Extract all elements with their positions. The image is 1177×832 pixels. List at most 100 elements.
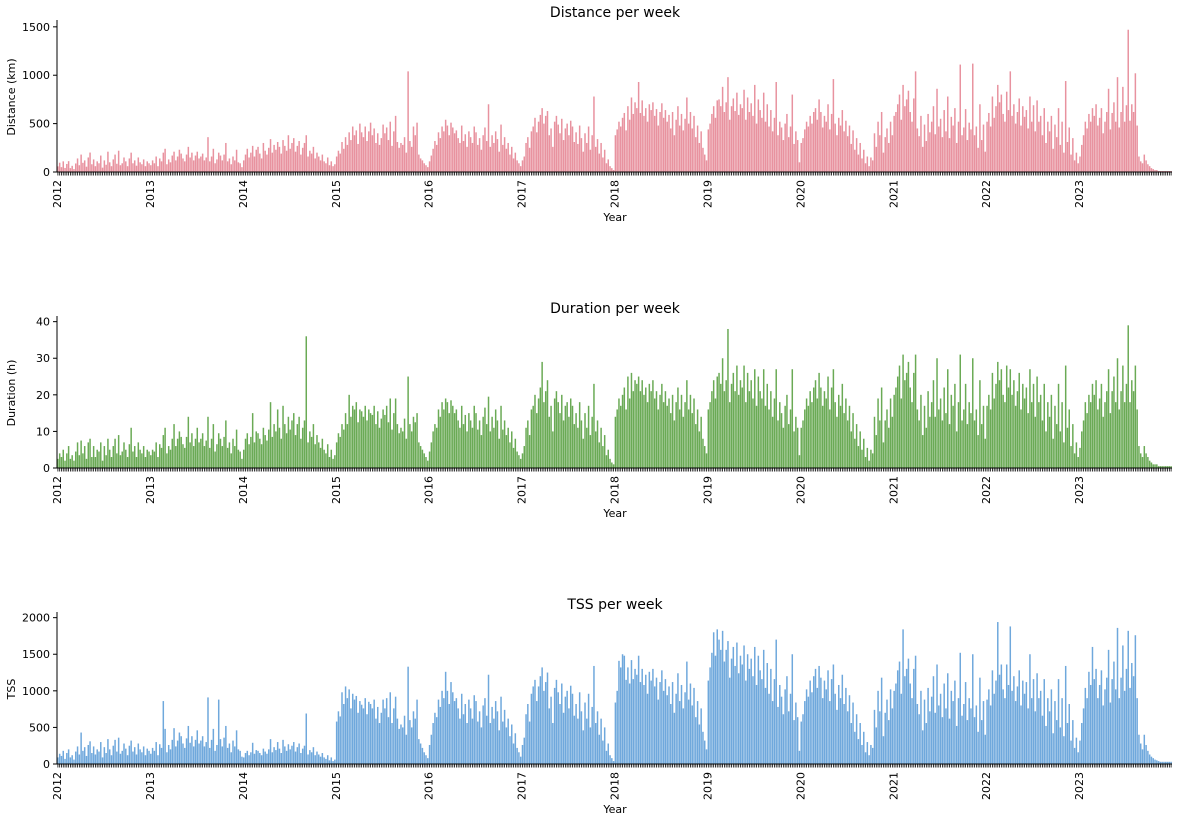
- bar: [214, 163, 216, 172]
- bar: [689, 683, 692, 764]
- bar: [112, 446, 115, 468]
- bar: [334, 759, 336, 764]
- y-axis-label: TSS: [5, 679, 18, 701]
- bar: [802, 138, 804, 172]
- bar: [787, 137, 790, 172]
- bar: [1013, 676, 1015, 764]
- bar: [636, 108, 638, 172]
- bar: [798, 162, 801, 172]
- bar: [214, 451, 216, 468]
- bar: [1072, 720, 1074, 764]
- bar: [1100, 670, 1103, 764]
- bar: [913, 668, 915, 764]
- bar: [444, 119, 447, 172]
- bar: [1127, 630, 1129, 764]
- bar: [569, 120, 572, 172]
- bar: [605, 750, 608, 764]
- bar: [150, 165, 152, 172]
- bar: [107, 151, 109, 172]
- bar: [666, 121, 668, 172]
- bar: [425, 165, 427, 172]
- bar: [484, 407, 486, 468]
- bar: [648, 104, 651, 172]
- bar: [250, 152, 252, 172]
- bar: [194, 739, 197, 764]
- bar: [705, 749, 708, 764]
- bar: [548, 416, 551, 468]
- bar: [920, 115, 922, 172]
- bar: [550, 696, 552, 764]
- bar: [602, 740, 604, 764]
- x-tick-label: 2020: [794, 476, 807, 504]
- bar: [680, 394, 683, 468]
- bar: [780, 413, 783, 468]
- bar: [1081, 723, 1083, 764]
- bar: [1048, 711, 1051, 764]
- bar: [1036, 376, 1038, 468]
- bar: [496, 711, 499, 764]
- bar: [714, 655, 717, 764]
- bar: [918, 136, 920, 172]
- bar: [278, 146, 281, 172]
- bar: [684, 402, 686, 468]
- bar: [496, 420, 499, 468]
- bar: [1098, 398, 1101, 468]
- bar: [562, 420, 565, 468]
- bar: [1034, 131, 1037, 172]
- bar: [1125, 383, 1128, 468]
- bar: [248, 444, 250, 468]
- bar: [287, 416, 290, 468]
- bar: [684, 692, 686, 764]
- bar: [711, 652, 713, 764]
- bar: [630, 372, 633, 468]
- bar: [457, 708, 459, 764]
- bar: [453, 133, 456, 172]
- bar: [909, 683, 911, 764]
- bar: [804, 129, 806, 172]
- bar: [598, 153, 601, 172]
- bar: [1032, 679, 1035, 764]
- distance-chart: Distance per week 0 500 1000 1500 2012 2013 201…: [0, 0, 1177, 240]
- x-tick-label: 2019: [701, 180, 714, 208]
- bar: [800, 427, 802, 468]
- bar: [895, 112, 897, 172]
- bar: [385, 127, 388, 172]
- bar: [838, 684, 840, 764]
- bar: [434, 424, 436, 468]
- bar: [587, 693, 590, 764]
- bar: [602, 157, 604, 172]
- bar: [196, 151, 199, 172]
- bar: [598, 442, 601, 468]
- bar: [1052, 148, 1054, 172]
- bar: [262, 427, 265, 468]
- bar: [493, 718, 495, 764]
- bar: [993, 117, 995, 172]
- bar: [471, 427, 474, 468]
- bar: [484, 127, 486, 172]
- bar: [484, 698, 486, 764]
- bar: [1063, 152, 1065, 172]
- bar: [947, 369, 949, 468]
- bar: [539, 387, 542, 468]
- bar: [235, 429, 238, 468]
- bar: [600, 427, 602, 468]
- bar: [782, 140, 785, 172]
- bar: [700, 416, 702, 468]
- bar: [353, 699, 356, 764]
- bar: [716, 629, 718, 764]
- bar: [169, 749, 172, 764]
- bar: [346, 424, 349, 468]
- bar: [950, 690, 953, 764]
- bar: [1034, 416, 1037, 468]
- bar: [982, 124, 985, 172]
- bar: [491, 706, 493, 764]
- y-tick-label: 30: [36, 352, 50, 365]
- x-tick-label: 2013: [144, 772, 157, 800]
- bar: [873, 133, 876, 172]
- bar: [980, 140, 983, 172]
- bar: [1163, 761, 1165, 764]
- bar: [696, 409, 699, 468]
- bar: [879, 420, 881, 468]
- bar: [1002, 689, 1004, 764]
- bar: [1081, 144, 1083, 172]
